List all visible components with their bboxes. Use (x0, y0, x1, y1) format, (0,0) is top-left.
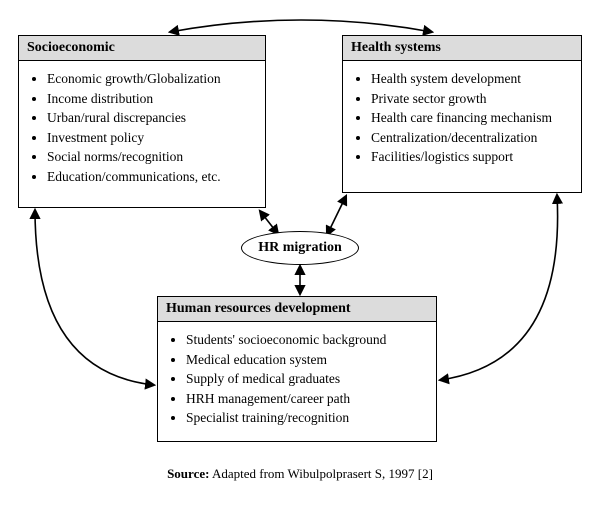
arrow-top (170, 20, 432, 32)
box-socioeconomic: Socioeconomic Economic growth/Globalizat… (18, 35, 266, 208)
arrow-left_outer (35, 210, 154, 385)
socioeconomic-item: Education/communications, etc. (47, 167, 255, 187)
socioeconomic-item: Urban/rural discrepancies (47, 108, 255, 128)
box-hrd: Human resources development Students' so… (157, 296, 437, 442)
box-health-systems-title: Health systems (343, 36, 581, 61)
health-systems-item: Facilities/logistics support (371, 147, 571, 167)
box-health-systems: Health systems Health system development… (342, 35, 582, 193)
arrow-right_outer (440, 195, 558, 380)
center-node-label: HR migration (258, 240, 342, 256)
health-systems-item: Centralization/decentralization (371, 128, 571, 148)
socioeconomic-item: Income distribution (47, 89, 255, 109)
box-hrd-title: Human resources development (158, 297, 436, 322)
health-systems-item: Private sector growth (371, 89, 571, 109)
health-systems-item: Health system development (371, 69, 571, 89)
socioeconomic-item: Social norms/recognition (47, 147, 255, 167)
center-node-hr-migration: HR migration (241, 231, 359, 265)
box-health-systems-body: Health system developmentPrivate sector … (343, 61, 581, 175)
hrd-item: Supply of medical graduates (186, 369, 426, 389)
source-citation: Source: Adapted from Wibulpolprasert S, … (0, 466, 600, 482)
box-socioeconomic-body: Economic growth/GlobalizationIncome dist… (19, 61, 265, 194)
source-text: Adapted from Wibulpolprasert S, 1997 [2] (209, 466, 432, 481)
hrd-item: Specialist training/recognition (186, 408, 426, 428)
socioeconomic-item: Investment policy (47, 128, 255, 148)
arrow-center_up_left (260, 211, 278, 234)
hrd-item: HRH management/career path (186, 389, 426, 409)
arrow-center_up_right (327, 196, 346, 235)
source-label: Source: (167, 466, 209, 481)
socioeconomic-item: Economic growth/Globalization (47, 69, 255, 89)
box-hrd-body: Students' socioeconomic backgroundMedica… (158, 322, 436, 436)
box-socioeconomic-title: Socioeconomic (19, 36, 265, 61)
hrd-item: Medical education system (186, 350, 426, 370)
diagram-canvas: Socioeconomic Economic growth/Globalizat… (0, 0, 600, 508)
health-systems-item: Health care financing mechanism (371, 108, 571, 128)
hrd-item: Students' socioeconomic background (186, 330, 426, 350)
